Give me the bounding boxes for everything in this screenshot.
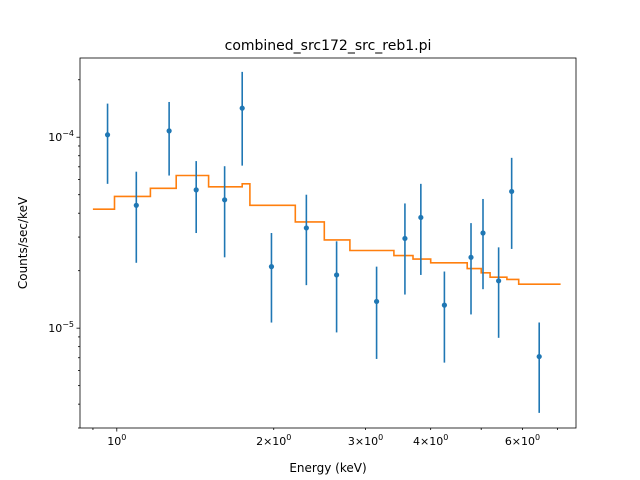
data-point-2 bbox=[133, 202, 139, 208]
x-tick-label: 100 bbox=[107, 433, 126, 448]
data-point-7 bbox=[268, 264, 275, 270]
data-point-12 bbox=[418, 214, 424, 221]
data-point-17 bbox=[509, 188, 515, 195]
model-step-line bbox=[92, 174, 561, 285]
x-axis-ticks: 100 2×100 3×100 4×100 6×100 bbox=[92, 428, 558, 448]
data-point-9 bbox=[333, 272, 340, 278]
data-point-14 bbox=[468, 254, 474, 260]
x-tick-label: 4×100 bbox=[413, 433, 448, 448]
y-tick-label: 10−4 bbox=[48, 129, 74, 144]
data-point-8 bbox=[303, 225, 309, 231]
data-point-4 bbox=[193, 187, 199, 193]
y-tick-label: 10−5 bbox=[48, 320, 74, 335]
x-tick-label: 3×100 bbox=[348, 433, 383, 448]
plot-frame bbox=[79, 57, 577, 429]
y-axis-label: Counts/sec/keV bbox=[16, 196, 30, 289]
plot-content bbox=[92, 71, 561, 413]
data-point-6 bbox=[239, 105, 245, 111]
data-point-1 bbox=[104, 132, 111, 138]
data-point-10 bbox=[373, 298, 380, 305]
x-tick-label: 2×100 bbox=[256, 433, 291, 448]
x-tick-label: 6×100 bbox=[505, 433, 540, 448]
x-axis-label: Energy (keV) bbox=[289, 461, 366, 475]
data-point-3 bbox=[166, 128, 172, 134]
y-axis-ticks: 10−5 10−4 bbox=[48, 79, 80, 429]
data-point-11 bbox=[402, 235, 408, 242]
data-point-15 bbox=[480, 230, 486, 236]
data-point-13 bbox=[441, 302, 448, 308]
data-point-5 bbox=[222, 197, 228, 203]
chart-title: combined_src172_src_reb1.pi bbox=[225, 38, 432, 54]
data-point-16 bbox=[496, 278, 502, 284]
data-point-18 bbox=[536, 353, 542, 360]
